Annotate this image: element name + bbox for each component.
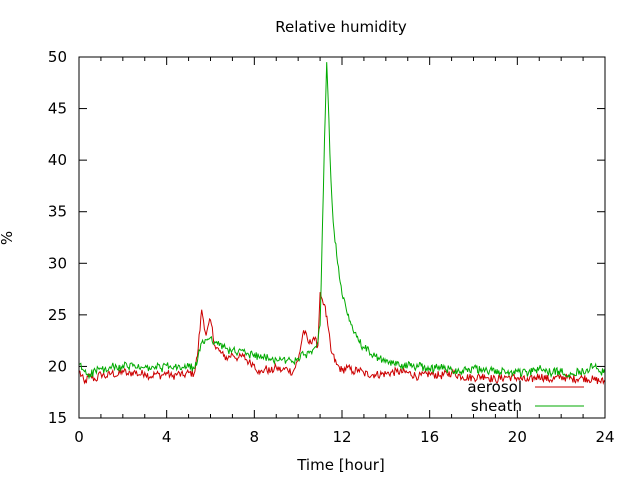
x-tick-label: 0 [74,428,84,446]
y-tick-label: 20 [48,357,67,375]
y-tick-label: 25 [48,306,67,324]
y-axis-label: % [0,231,16,245]
y-tick-label: 35 [48,203,67,221]
y-tick-label: 30 [48,254,67,272]
x-tick-label: 20 [508,428,527,446]
chart-title: Relative humidity [275,18,407,36]
y-tick-label: 45 [48,100,67,118]
x-tick-label: 8 [250,428,260,446]
legend-label-aerosol: aerosol [467,378,522,396]
ticks-layer: 0 4 8 12 16 20 24 15 20 25 30 35 40 45 50 [48,48,615,446]
series-line-sheath [78,62,606,380]
series-layer [78,62,606,385]
y-tick-label: 50 [48,48,67,66]
series-line-aerosol [78,292,606,385]
x-tick-label: 4 [162,428,172,446]
x-tick-label: 24 [595,428,614,446]
x-tick-label: 16 [420,428,439,446]
plot-frame [78,56,606,419]
x-tick-label: 12 [332,428,351,446]
y-tick-label: 15 [48,409,67,427]
x-axis-label: Time [hour] [296,456,385,474]
y-tick-label: 40 [48,151,67,169]
legend-label-sheath: sheath [471,397,522,415]
